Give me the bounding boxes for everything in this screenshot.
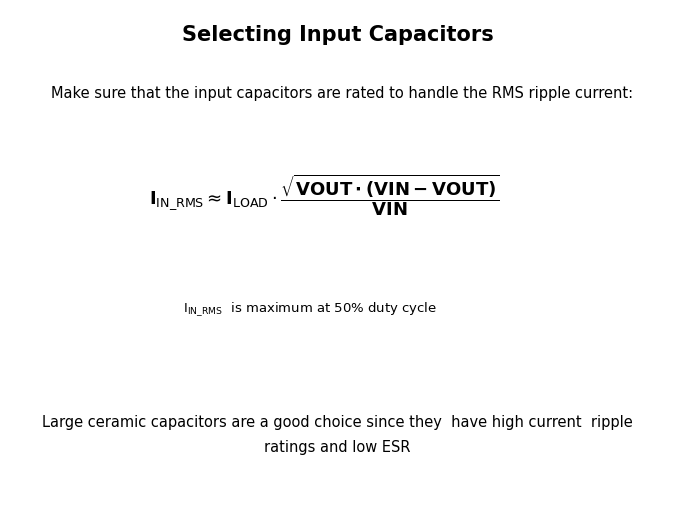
Text: Make sure that the input capacitors are rated to handle the RMS ripple current:: Make sure that the input capacitors are …	[51, 86, 632, 101]
Text: $\mathbf{I_{\mathsf{IN\_RMS}}} \approx \mathbf{I_{\mathsf{LOAD}}} \cdot \dfrac{\: $\mathbf{I_{\mathsf{IN\_RMS}}} \approx \…	[148, 172, 500, 217]
Text: ratings and low ESR: ratings and low ESR	[264, 439, 411, 455]
Text: Large ceramic capacitors are a good choice since they  have high current  ripple: Large ceramic capacitors are a good choi…	[42, 414, 633, 429]
Text: $\mathsf{I_{IN\_RMS}}$  is maximum at 50% duty cycle: $\mathsf{I_{IN\_RMS}}$ is maximum at 50%…	[184, 299, 437, 317]
Text: Selecting Input Capacitors: Selecting Input Capacitors	[182, 25, 493, 45]
